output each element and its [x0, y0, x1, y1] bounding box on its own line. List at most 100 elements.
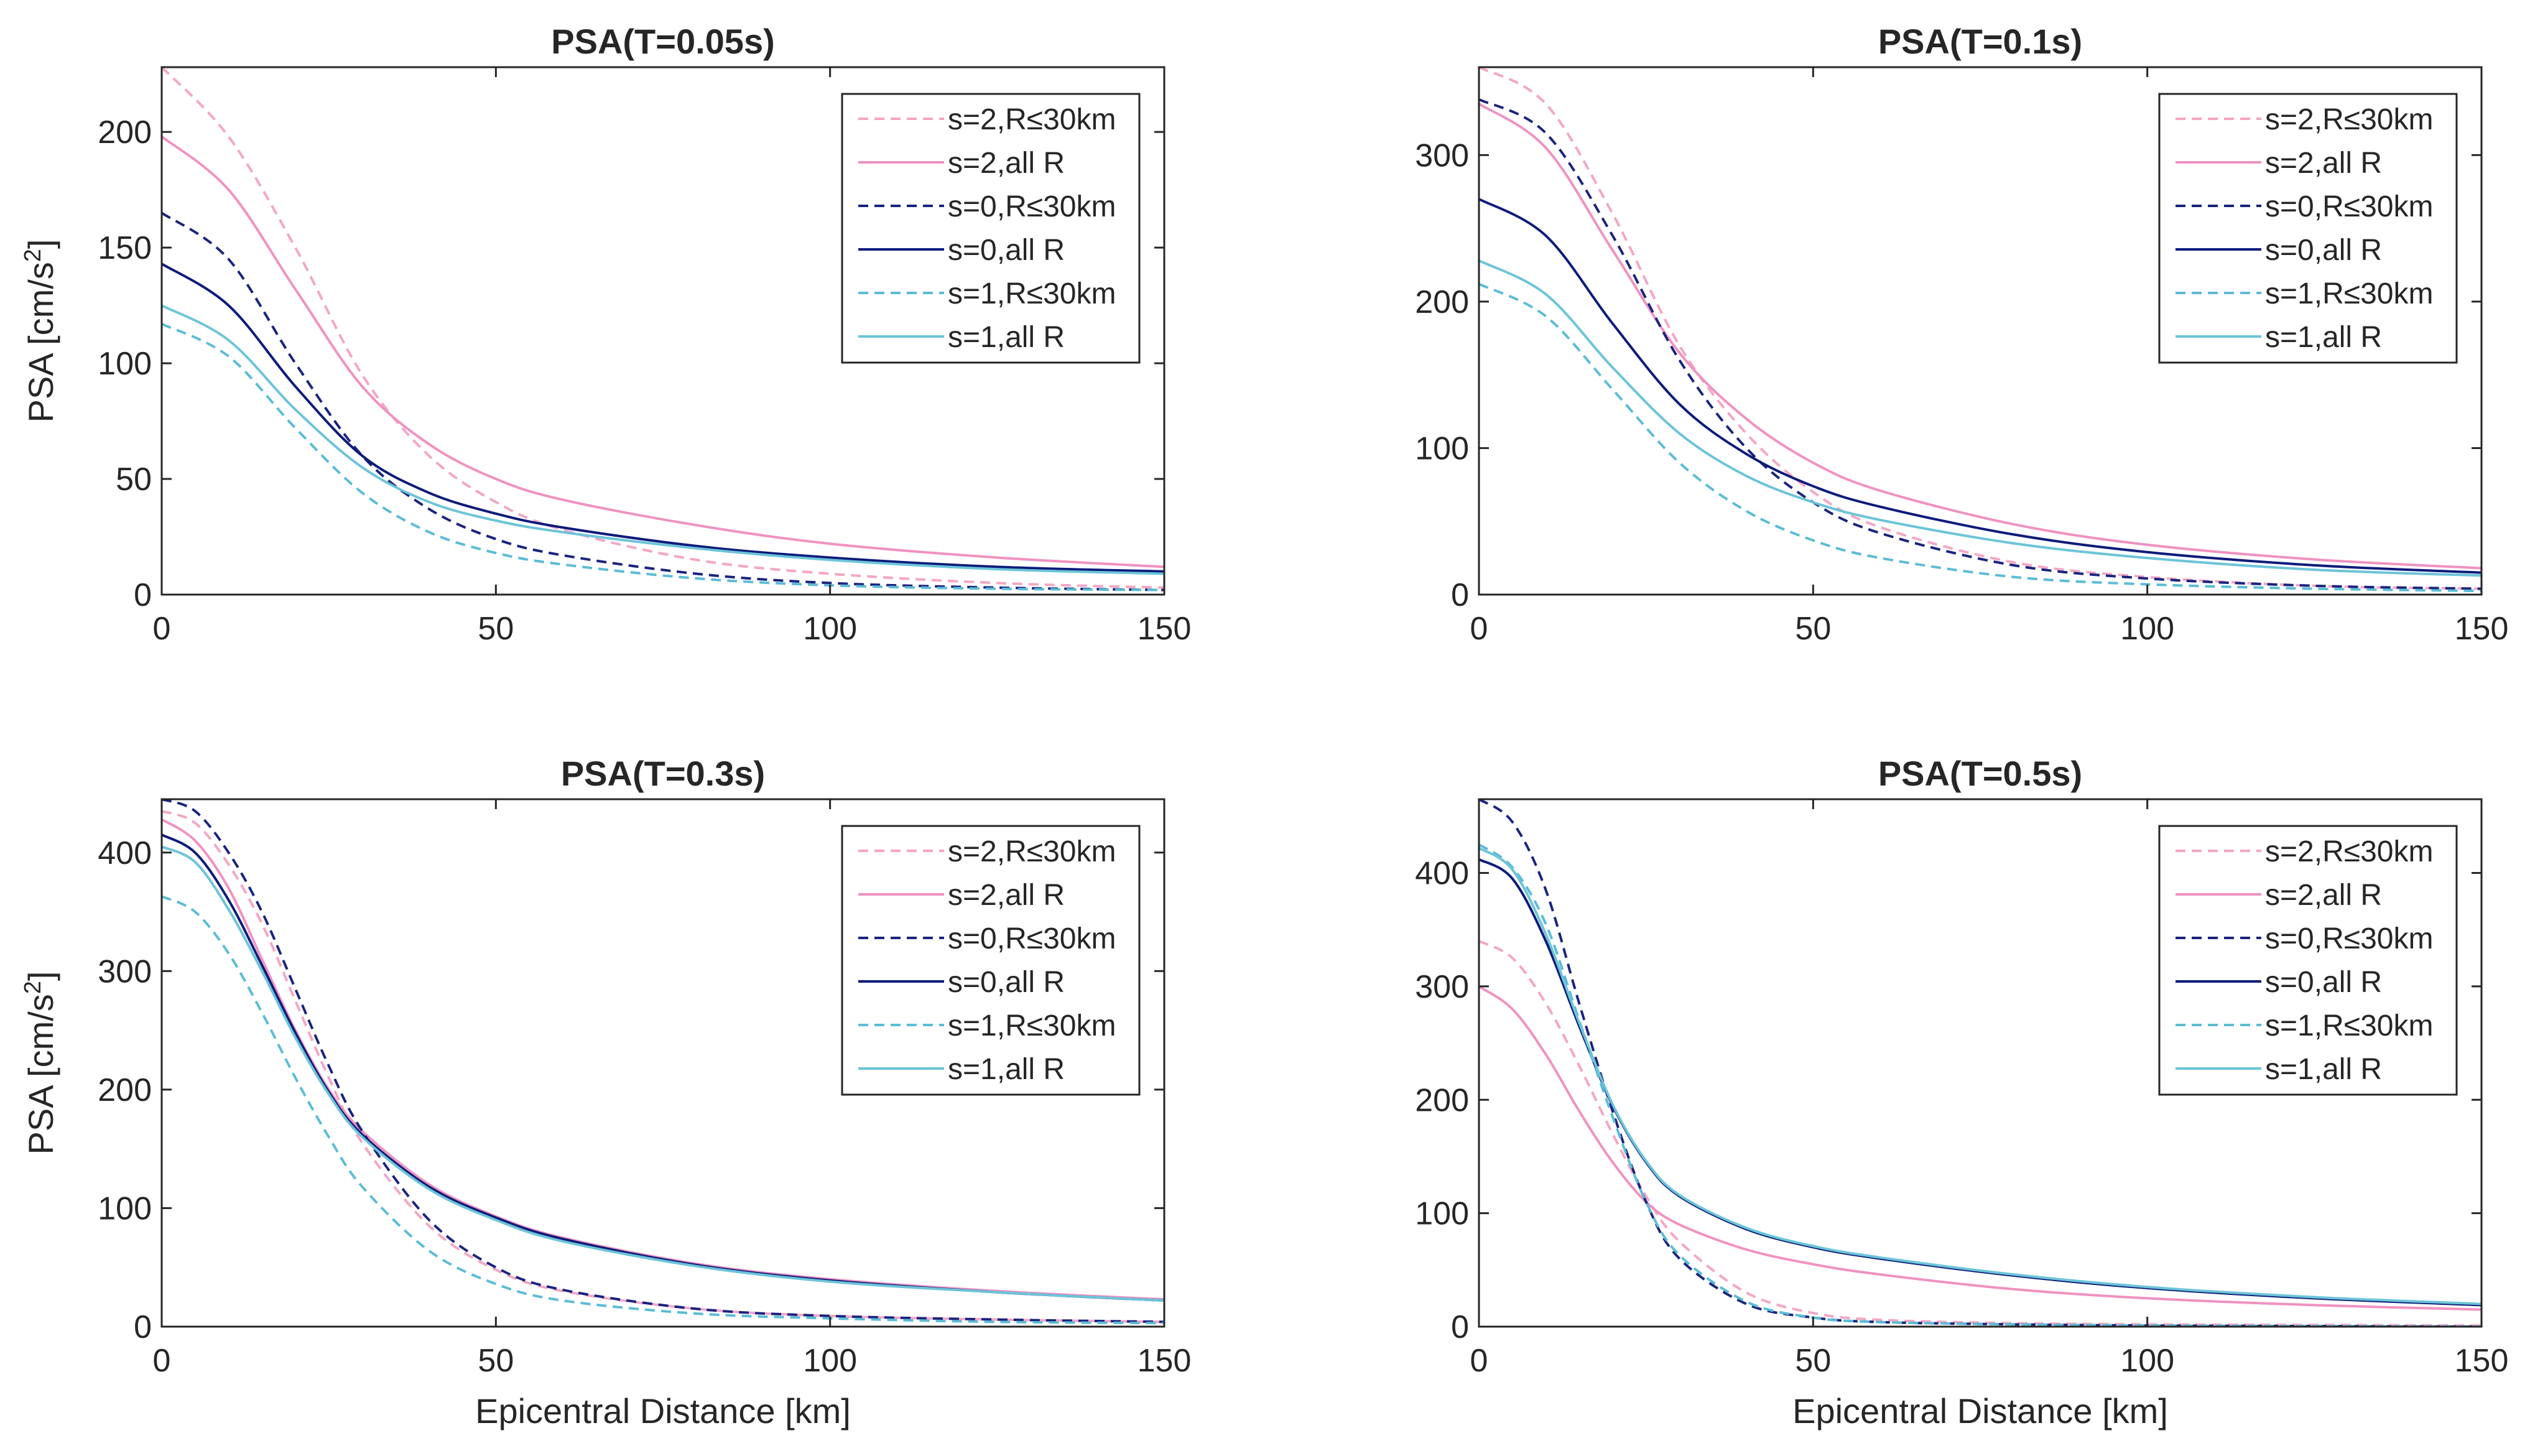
x-tick-label: 50: [478, 1343, 514, 1379]
x-tick-label: 150: [2455, 611, 2509, 647]
series-group: [1479, 799, 2481, 1327]
chart-title: PSA(T=0.5s): [1878, 754, 2082, 793]
y-axis-label: PSA [cm/s2]: [20, 971, 60, 1155]
legend-label: s=0,all R: [948, 234, 1065, 267]
x-tick-label: 100: [2120, 1343, 2174, 1379]
y-tick-label: 0: [134, 577, 152, 613]
y-axis-label: PSA [cm/s2]: [20, 239, 60, 423]
axes-frame: [160, 798, 1165, 1328]
y-tick-label: 300: [98, 953, 152, 990]
x-axis-label: Epicentral Distance [km]: [475, 1391, 851, 1430]
y-tick-label: 0: [134, 1309, 152, 1345]
legend-label: s=2,all R: [948, 879, 1065, 912]
legend-label: s=2,R≤30km: [948, 835, 1116, 868]
y-tick-label: 200: [98, 114, 152, 151]
y-tick-label: 100: [98, 1190, 152, 1226]
y-tick-label: 0: [1451, 1309, 1469, 1345]
legend-label: s=1,all R: [2265, 1053, 2382, 1086]
legend-box: [841, 825, 1141, 1096]
series-line: [162, 304, 1164, 575]
x-tick-label: 0: [153, 1343, 171, 1379]
legend-label: s=0,R≤30km: [2265, 190, 2433, 223]
series-line: [162, 67, 1164, 589]
chart-panel-psa-005s: PSA(T=0.05s) PSA [cm/s2] 0 50 100 150 0 50 100…: [20, 22, 1191, 647]
x-axis-label: Epicentral Distance [km]: [1792, 1391, 2168, 1430]
y-tick-label: 400: [98, 835, 152, 871]
legend-label: s=0,all R: [2265, 234, 2382, 267]
series-line: [162, 262, 1164, 573]
series-line: [1479, 985, 2481, 1311]
x-tick-label: 50: [1795, 611, 1831, 647]
y-tick-label: 300: [1415, 969, 1469, 1005]
y-tick-label: 100: [1415, 1196, 1469, 1232]
x-tick-label: 100: [2120, 611, 2174, 647]
legend: s=2,R≤30km s=2,all R s=0,R≤30km s=0,all R s=…: [841, 825, 1141, 1096]
series-line: [162, 322, 1164, 591]
legend-label: s=0,all R: [2265, 966, 2382, 999]
legend-label: s=1,R≤30km: [2265, 1009, 2433, 1042]
legend: s=2,R≤30km s=2,all R s=0,R≤30km s=0,all R s=…: [841, 93, 1141, 364]
legend-label: s=2,R≤30km: [2265, 835, 2433, 868]
y-tick-label: 200: [98, 1072, 152, 1108]
axes-frame: [1478, 66, 2483, 596]
chart-panel-psa-05s: PSA(T=0.5s) Epicentral Distance [km] 0 50…: [1415, 754, 2508, 1430]
legend-label: s=2,R≤30km: [948, 103, 1116, 136]
legend-label: s=0,R≤30km: [948, 190, 1116, 223]
series-line: [1479, 103, 2481, 570]
legend-label: s=0,R≤30km: [948, 922, 1116, 955]
y-tick-label: 0: [1451, 577, 1469, 613]
y-tick-label: 300: [1415, 137, 1469, 174]
legend-label: s=1,R≤30km: [2265, 277, 2433, 310]
x-tick-label: 100: [803, 1343, 857, 1379]
y-tick-label: 150: [98, 230, 152, 266]
series-line: [1479, 282, 2481, 593]
chart-panel-psa-03s: PSA(T=0.3s) PSA [cm/s2] Epicentral Dista…: [20, 754, 1191, 1430]
series-line: [1479, 846, 2481, 1305]
series-line: [1479, 259, 2481, 577]
chart-panel-psa-01s: PSA(T=0.1s) 0 50 100 150 0 100 200 300 s=2,R≤30k…: [1415, 22, 2508, 647]
series-line: [1479, 98, 2481, 590]
series-group: [1479, 67, 2481, 593]
chart-title: PSA(T=0.1s): [1878, 22, 2082, 61]
y-tick-label: 100: [1415, 430, 1469, 466]
chart-title: PSA(T=0.05s): [551, 22, 775, 61]
x-tick-label: 150: [1138, 611, 1192, 647]
series-group: [162, 799, 1164, 1325]
legend-label: s=2,R≤30km: [2265, 103, 2433, 136]
chart-title: PSA(T=0.3s): [561, 754, 765, 793]
series-line: [162, 211, 1164, 591]
series-group: [162, 67, 1164, 591]
x-tick-label: 150: [2455, 1343, 2509, 1379]
legend-label: s=1,all R: [948, 321, 1065, 354]
legend-label: s=1,R≤30km: [948, 277, 1116, 310]
series-line: [1479, 198, 2481, 574]
x-tick-label: 0: [1470, 611, 1488, 647]
legend-label: s=2,all R: [948, 147, 1065, 180]
y-tick-label: 200: [1415, 284, 1469, 320]
legend-box: [2158, 825, 2458, 1096]
legend-label: s=2,all R: [2265, 147, 2382, 180]
series-line: [1479, 843, 2481, 1327]
y-tick-label: 50: [116, 461, 152, 498]
legend-label: s=0,R≤30km: [2265, 922, 2433, 955]
series-line: [162, 810, 1164, 1324]
x-tick-label: 150: [1138, 1343, 1192, 1379]
x-tick-label: 100: [803, 611, 857, 647]
legend-label: s=1,R≤30km: [948, 1009, 1116, 1042]
y-tick-label: 100: [98, 346, 152, 382]
axes-frame: [1478, 798, 2483, 1328]
y-tick-label: 400: [1415, 856, 1469, 892]
legend-label: s=1,all R: [2265, 321, 2382, 354]
legend-box: [2158, 93, 2458, 364]
x-tick-label: 50: [1795, 1343, 1831, 1379]
legend-label: s=2,all R: [2265, 879, 2382, 912]
legend-label: s=1,all R: [948, 1053, 1065, 1086]
legend: s=2,R≤30km s=2,all R s=0,R≤30km s=0,all R s=…: [2158, 825, 2458, 1096]
axes-frame: [160, 66, 1165, 596]
legend-label: s=0,all R: [948, 966, 1065, 999]
x-tick-label: 0: [153, 611, 171, 647]
x-tick-label: 50: [478, 611, 514, 647]
x-tick-label: 0: [1470, 1343, 1488, 1379]
y-tick-label: 200: [1415, 1082, 1469, 1118]
